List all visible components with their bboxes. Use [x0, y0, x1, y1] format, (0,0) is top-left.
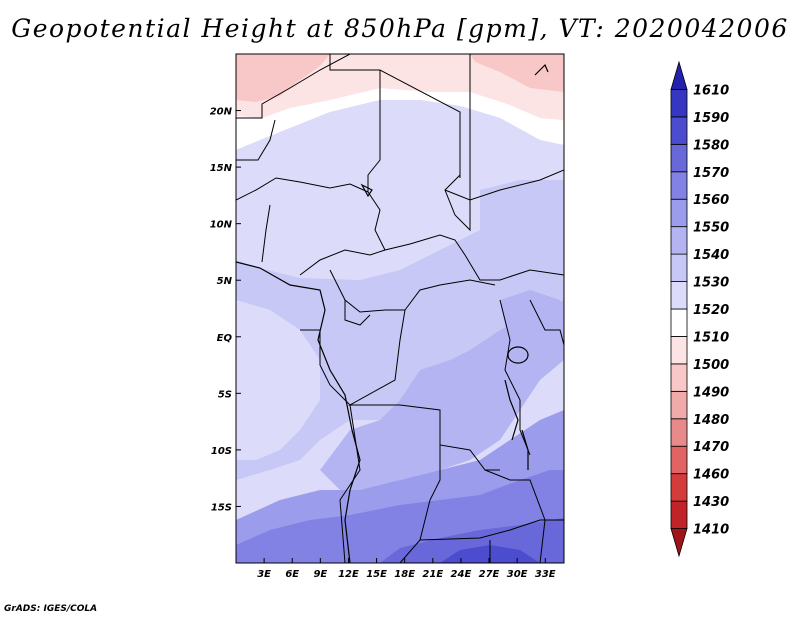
colorbar-segment	[670, 60, 688, 90]
lon-label: 3E	[257, 569, 271, 580]
lon-label: 15E	[366, 569, 387, 580]
longitude-axis: 3E 6E 9E 12E 15E 18E 21E 24E 27E 30E 33E	[257, 558, 556, 580]
colorbar-segment	[670, 89, 688, 118]
lake-malawi	[521, 429, 529, 470]
height-field	[236, 54, 564, 563]
lat-label: 5N	[217, 276, 233, 287]
colorbar-segment	[670, 226, 688, 255]
colorbar-segment	[670, 171, 688, 200]
colorbar-label: 1540	[693, 248, 729, 263]
contour-1500-north	[236, 54, 564, 120]
lon-label: 33E	[535, 569, 556, 580]
lon-label: 6E	[285, 569, 299, 580]
lat-label: 15S	[211, 502, 232, 513]
lat-label: 20N	[210, 107, 233, 118]
colorbar-label: 1550	[693, 221, 729, 236]
colorbar-label: 1590	[693, 111, 729, 126]
contour-1520-band	[236, 88, 564, 150]
colorbar-segment	[670, 308, 688, 337]
colorbar-label: 1520	[693, 303, 729, 318]
colorbar-label: 1460	[693, 468, 729, 483]
colorbar-segment	[670, 281, 688, 310]
colorbar-label: 1410	[693, 523, 729, 538]
colorbar-label: 1560	[693, 193, 729, 208]
colorbar-segment	[670, 198, 688, 228]
contour-1550-congo	[320, 300, 564, 490]
lake-tanganyika	[504, 379, 519, 441]
colorbar-label: 1580	[693, 138, 729, 153]
contour-1550-rift	[500, 290, 564, 360]
map-title: Geopotential Height at 850hPa [gpm], VT:…	[11, 14, 789, 43]
colorbar-segment	[670, 445, 688, 475]
colorbar-label: 1510	[693, 330, 729, 345]
colorbar-label: 1480	[693, 413, 729, 428]
colorbar-segment	[670, 390, 688, 420]
colorbar-label: 1470	[693, 440, 729, 455]
contour-1530-atlantic	[236, 300, 320, 460]
lon-label: 18E	[394, 569, 415, 580]
lat-label: 10S	[211, 446, 232, 457]
lon-label: 12E	[338, 569, 359, 580]
colorbar-segment	[670, 143, 688, 173]
colorbar-segment	[670, 418, 688, 447]
lon-label: 24E	[451, 569, 472, 580]
lat-label: EQ	[217, 333, 233, 344]
lon-label: 9E	[313, 569, 327, 580]
lon-label: 27E	[479, 569, 500, 580]
grads-credit: GrADS: IGES/COLA	[4, 604, 98, 614]
lon-label: 21E	[422, 569, 443, 580]
colorbar-label: 1530	[693, 276, 729, 291]
colorbar-label: 1500	[693, 358, 729, 373]
contour-1500-northeast	[470, 54, 564, 92]
colorbar-label: 1570	[693, 166, 729, 181]
colorbar-segment	[670, 363, 688, 392]
colorbar-label: 1610	[693, 83, 729, 98]
colorbar-segment	[670, 528, 688, 558]
map-frame	[235, 53, 565, 564]
lat-label: 10N	[210, 220, 233, 231]
red-sea-coast	[534, 63, 549, 76]
lakes	[360, 63, 549, 470]
colorbar-label: 1490	[693, 385, 729, 400]
contour-1540-east	[480, 180, 564, 300]
lon-label: 30E	[507, 569, 528, 580]
colorbar-segment	[670, 500, 688, 529]
country-borders	[236, 54, 564, 563]
contour-1530-west	[236, 100, 564, 280]
lat-label: 5S	[218, 389, 232, 400]
colorbar-segment	[670, 336, 688, 365]
lake-chad	[360, 183, 373, 198]
colorbar-segment	[670, 473, 688, 502]
lat-label: 15N	[210, 163, 233, 174]
colorbar-segment	[670, 116, 688, 145]
latitude-axis: 20N 15N 10N 5N EQ 5S 10S 15S	[210, 107, 241, 513]
coastline	[236, 261, 361, 563]
colorbar-segment	[670, 253, 688, 282]
colorbar: 1410 1430 1460 1470 1480 1490 1500 1510 1520 1530…	[670, 60, 729, 558]
lake-victoria	[507, 346, 529, 364]
colorbar-label: 1430	[693, 495, 729, 510]
contour-1500-northwest	[236, 54, 330, 102]
